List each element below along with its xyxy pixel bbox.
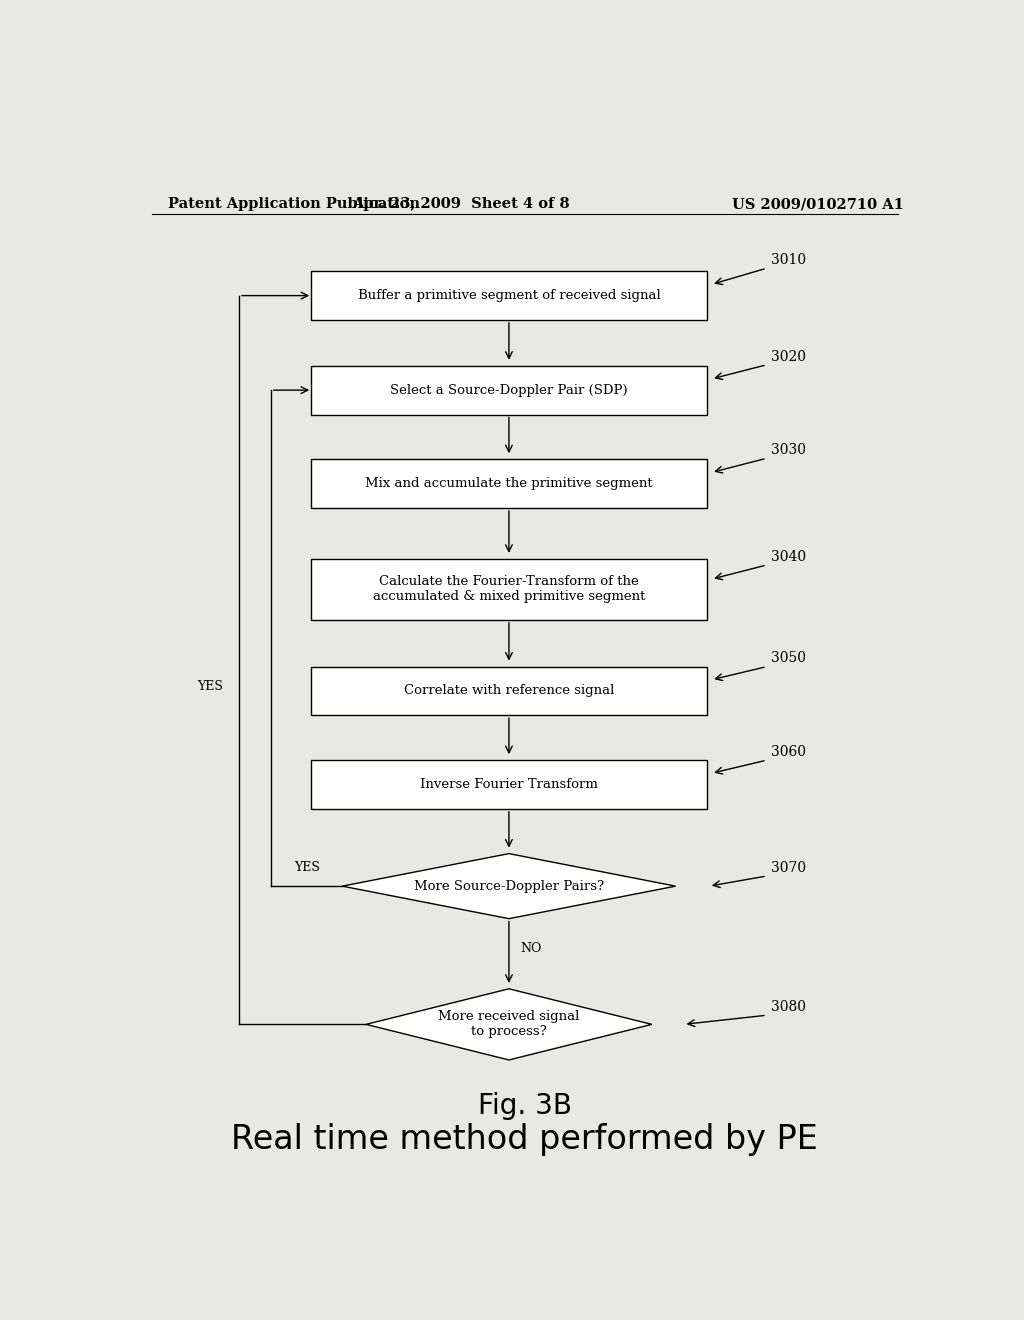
Text: More received signal
to process?: More received signal to process? xyxy=(438,1010,580,1039)
Text: Buffer a primitive segment of received signal: Buffer a primitive segment of received s… xyxy=(357,289,660,302)
Text: 3010: 3010 xyxy=(771,253,806,267)
Text: 3040: 3040 xyxy=(771,550,806,564)
Text: 3060: 3060 xyxy=(771,744,806,759)
Text: YES: YES xyxy=(295,862,321,874)
Text: Real time method performed by PE: Real time method performed by PE xyxy=(231,1123,818,1156)
Text: US 2009/0102710 A1: US 2009/0102710 A1 xyxy=(732,197,904,211)
Text: YES: YES xyxy=(198,680,223,693)
FancyBboxPatch shape xyxy=(310,667,708,715)
Text: Correlate with reference signal: Correlate with reference signal xyxy=(403,685,614,697)
Polygon shape xyxy=(342,854,676,919)
Text: 3070: 3070 xyxy=(771,861,806,875)
Polygon shape xyxy=(367,989,651,1060)
Text: Inverse Fourier Transform: Inverse Fourier Transform xyxy=(420,777,598,791)
FancyBboxPatch shape xyxy=(310,459,708,508)
Text: 3020: 3020 xyxy=(771,350,806,363)
Text: Select a Source-Doppler Pair (SDP): Select a Source-Doppler Pair (SDP) xyxy=(390,384,628,396)
Text: Mix and accumulate the primitive segment: Mix and accumulate the primitive segment xyxy=(366,477,652,490)
Text: 3080: 3080 xyxy=(771,1001,806,1014)
FancyBboxPatch shape xyxy=(310,271,708,319)
Text: Patent Application Publication: Patent Application Publication xyxy=(168,197,420,211)
Text: Apr. 23, 2009  Sheet 4 of 8: Apr. 23, 2009 Sheet 4 of 8 xyxy=(352,197,570,211)
FancyBboxPatch shape xyxy=(310,558,708,620)
FancyBboxPatch shape xyxy=(310,760,708,809)
Text: NO: NO xyxy=(521,942,542,956)
FancyBboxPatch shape xyxy=(310,366,708,414)
Text: Fig. 3B: Fig. 3B xyxy=(478,1092,571,1119)
Text: 3030: 3030 xyxy=(771,444,806,457)
Text: 3050: 3050 xyxy=(771,652,806,665)
Text: Calculate the Fourier-Transform of the
accumulated & mixed primitive segment: Calculate the Fourier-Transform of the a… xyxy=(373,576,645,603)
Text: More Source-Doppler Pairs?: More Source-Doppler Pairs? xyxy=(414,879,604,892)
